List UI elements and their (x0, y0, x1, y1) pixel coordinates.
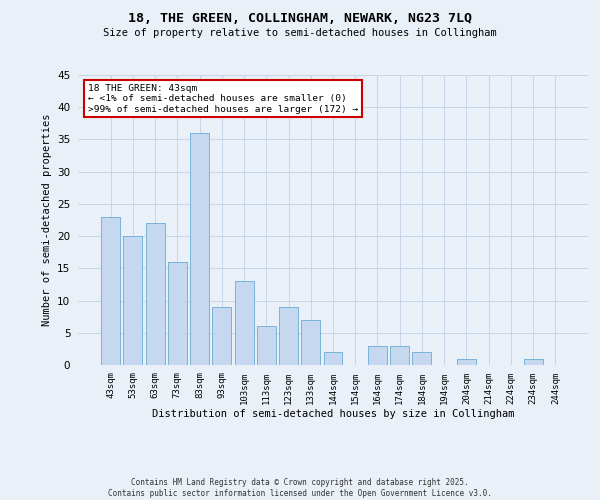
Bar (146, 223, 164, 365)
Bar (412, 352, 431, 365)
Bar (212, 307, 231, 365)
Bar (368, 346, 387, 365)
Text: 18, THE GREEN, COLLINGHAM, NEWARK, NG23 7LQ: 18, THE GREEN, COLLINGHAM, NEWARK, NG23 … (128, 12, 472, 26)
Bar (101, 217, 120, 365)
Bar (279, 307, 298, 365)
Bar (457, 358, 476, 365)
Text: Size of property relative to semi-detached houses in Collingham: Size of property relative to semi-detach… (103, 28, 497, 38)
Bar (235, 281, 254, 365)
Bar (301, 320, 320, 365)
Text: Contains HM Land Registry data © Crown copyright and database right 2025.
Contai: Contains HM Land Registry data © Crown c… (108, 478, 492, 498)
X-axis label: Distribution of semi-detached houses by size in Collingham: Distribution of semi-detached houses by … (152, 409, 514, 419)
Bar (190, 133, 209, 365)
Bar (524, 358, 542, 365)
Text: 18 THE GREEN: 43sqm
← <1% of semi-detached houses are smaller (0)
>99% of semi-d: 18 THE GREEN: 43sqm ← <1% of semi-detach… (88, 84, 358, 114)
Bar (124, 236, 142, 365)
Y-axis label: Number of semi-detached properties: Number of semi-detached properties (41, 114, 52, 326)
Bar (390, 346, 409, 365)
Bar (323, 352, 343, 365)
Bar (257, 326, 276, 365)
Bar (168, 262, 187, 365)
